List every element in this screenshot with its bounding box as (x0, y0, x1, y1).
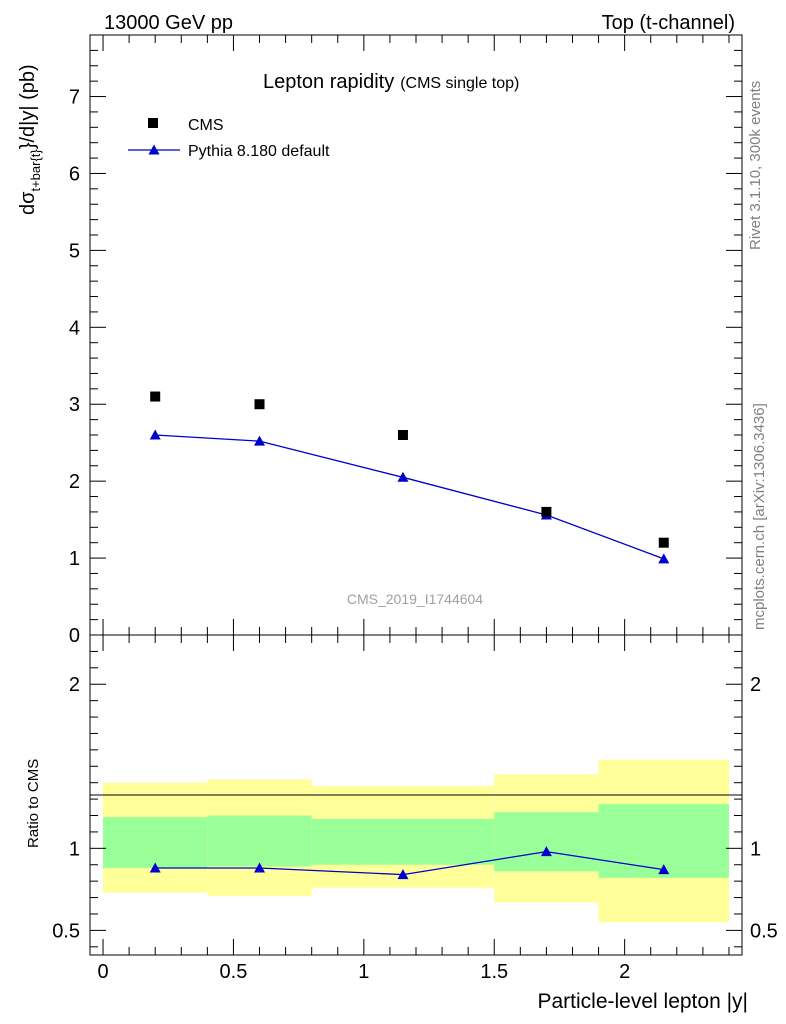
main-data-point (150, 391, 161, 402)
main-axis-ticks (90, 35, 742, 636)
ratio-mc-point (540, 846, 552, 857)
main-data-point (254, 399, 265, 410)
main-data-series (150, 391, 669, 548)
ratio-band-inner (207, 815, 312, 867)
ratio-y-tick-label-left: 1 (69, 838, 80, 860)
legend-data-label: CMS (188, 117, 224, 134)
main-y-tick-label: 3 (69, 394, 80, 416)
chart-title-main: Lepton rapidity (263, 71, 394, 93)
main-y-axis-label-pre: dσ (17, 191, 39, 215)
ratio-y-tick-label-right: 1 (750, 838, 761, 860)
main-plot-panel: 0 1 2 3 4 5 6 7 Lepton rapidity (CMS single top)… (17, 34, 743, 647)
ratio-y-tick-label-right: 2 (750, 674, 761, 696)
ratio-y-tick-labels: 0.5 1 2 0.5 1 2 (52, 674, 778, 942)
main-mc-point (397, 471, 409, 482)
ratio-mc-point (658, 864, 670, 875)
ratio-axis-ticks (90, 635, 742, 955)
main-y-axis-label-sub: t+bar{t} (28, 149, 43, 192)
header-right-label: Top (t-channel) (602, 12, 735, 34)
ratio-mc-point (397, 869, 409, 880)
main-y-tick-label: 7 (69, 87, 80, 109)
main-data-point (541, 506, 552, 517)
main-data-point (397, 430, 408, 440)
main-y-tick-label: 0 (69, 625, 80, 647)
x-tick-label: 0 (97, 961, 108, 983)
ratio-y-tick-label-right: 0.5 (750, 920, 778, 942)
ratio-plot-panel: 0.5 1 2 0.5 1 2 0 0.5 1 1.5 2 Ratio to CMS Partic… (25, 634, 778, 1013)
mcplots-label: mcplots.cern.ch [arXiv:1306.3436] (751, 403, 768, 630)
ratio-y-tick-label-left: 0.5 (52, 920, 80, 942)
ratio-mc-point (254, 862, 266, 873)
legend-data-marker (148, 118, 158, 128)
main-mc-point (658, 553, 670, 564)
ratio-band-inner (494, 812, 599, 872)
header-left-label: 13000 GeV pp (104, 12, 233, 34)
ratio-plot-frame (89, 634, 743, 956)
main-mc-line (155, 434, 664, 560)
x-tick-label: 1.5 (480, 961, 508, 983)
main-data-point (658, 537, 669, 548)
ratio-band-inner (103, 817, 208, 869)
x-tick-label: 1 (358, 961, 369, 983)
rivet-version-label: Rivet 3.1.10, 300k events (747, 81, 764, 250)
ratio-mc-point (149, 862, 161, 873)
legend-mc-label: Pythia 8.180 default (188, 143, 330, 160)
legend-mc-marker (148, 144, 160, 155)
ratio-y-axis-label: Ratio to CMS (25, 759, 42, 848)
main-y-tick-label: 4 (69, 317, 80, 339)
main-mc-series (149, 429, 670, 564)
main-y-tick-labels: 0 1 2 3 4 5 6 7 (69, 87, 80, 647)
main-mc-point (254, 435, 266, 446)
chart-title: Lepton rapidity (CMS single top) (263, 71, 519, 93)
main-y-axis-label-post: }/d|y| (pb) (17, 64, 39, 149)
x-tick-label: 2 (619, 961, 630, 983)
ratio-y-tick-label-left: 2 (69, 674, 80, 696)
main-y-axis-label: dσt+bar{t}}/d|y| (pb) (17, 64, 43, 215)
ratio-x-tick-labels: 0 0.5 1 1.5 2 (97, 961, 630, 983)
ratio-mc-series (149, 846, 670, 880)
x-tick-label: 0.5 (220, 961, 248, 983)
ratio-uncertainty-bands (103, 759, 729, 923)
main-y-tick-label: 5 (69, 240, 80, 262)
main-y-tick-label: 6 (69, 163, 80, 185)
main-mc-point (149, 429, 161, 440)
ratio-band-inner (311, 818, 495, 865)
x-axis-label: Particle-level lepton |y| (537, 990, 748, 1013)
chart-title-sub: (CMS single top) (400, 75, 519, 92)
watermark-label: CMS_2019_I1744604 (347, 591, 483, 607)
main-y-tick-label: 1 (69, 548, 80, 570)
main-y-tick-label: 2 (69, 471, 80, 493)
